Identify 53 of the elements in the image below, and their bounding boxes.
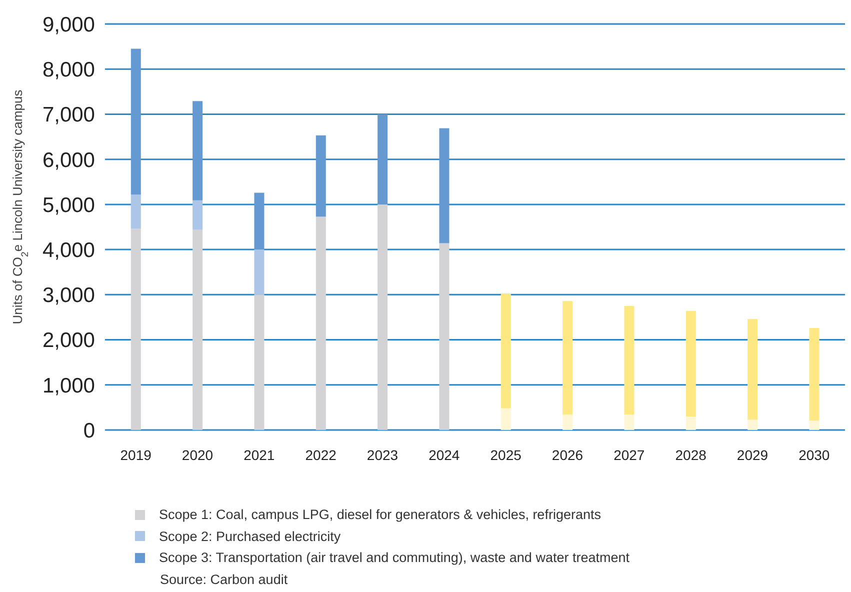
x-tick-label: 2026 (552, 446, 584, 463)
bar (686, 310, 696, 416)
x-tick-label: 2029 (736, 446, 768, 463)
x-tick-label: 2027 (614, 446, 645, 463)
bar (748, 319, 758, 420)
y-tick-label: 4,000 (42, 239, 95, 262)
bar (316, 216, 326, 430)
x-tick-label: 2023 (366, 446, 398, 463)
bar (439, 128, 450, 244)
bar (624, 414, 634, 430)
bar (686, 416, 696, 430)
y-tick-label: 7,000 (42, 104, 95, 127)
bar (192, 200, 203, 230)
source-note: Source: Carbon audit (160, 572, 288, 587)
legend-label: Scope 3: Transportation (air travel and commuting), waste and water treatment (159, 549, 630, 567)
bar (562, 414, 573, 430)
x-tick-label: 2025 (490, 446, 522, 463)
bar (316, 135, 326, 217)
legend-label: Scope 1: Coal, campus LPG, diesel for generators & vehicles, refrigerants (159, 506, 601, 524)
bar (192, 230, 203, 430)
x-tick-label: 2019 (120, 446, 152, 463)
bar (809, 420, 820, 430)
bar (254, 192, 264, 250)
x-tick-label: 2020 (182, 446, 214, 463)
x-tick-label: 2022 (305, 446, 337, 463)
bar (130, 228, 141, 430)
y-tick-label: 6,000 (42, 148, 95, 172)
y-tick-label: 5,000 (42, 194, 95, 217)
y-tick-label: 8,000 (42, 58, 95, 82)
bar (378, 114, 388, 204)
bar (254, 294, 264, 430)
x-tick-label: 2021 (244, 446, 275, 463)
bar (192, 101, 203, 200)
y-tick-label: 3,000 (42, 284, 95, 308)
bar (562, 300, 573, 415)
y-tick-label: 0 (83, 419, 95, 442)
x-tick-label: 2024 (428, 446, 460, 463)
x-tick-label: 2030 (798, 446, 830, 463)
y-tick-label: 1,000 (42, 374, 95, 398)
bar (500, 408, 511, 430)
bar (130, 194, 141, 229)
bar (130, 48, 141, 195)
bar (439, 243, 450, 430)
bar (254, 250, 264, 295)
legend-label: Scope 2: Purchased electricity (159, 528, 341, 546)
bar (500, 294, 511, 408)
bar (809, 328, 820, 421)
bar (378, 204, 388, 430)
bar (748, 420, 758, 430)
y-tick-label: 2,000 (42, 329, 95, 352)
x-tick-label: 2028 (675, 446, 707, 463)
y-tick-label: 9,000 (42, 13, 95, 36)
bar (624, 306, 634, 415)
